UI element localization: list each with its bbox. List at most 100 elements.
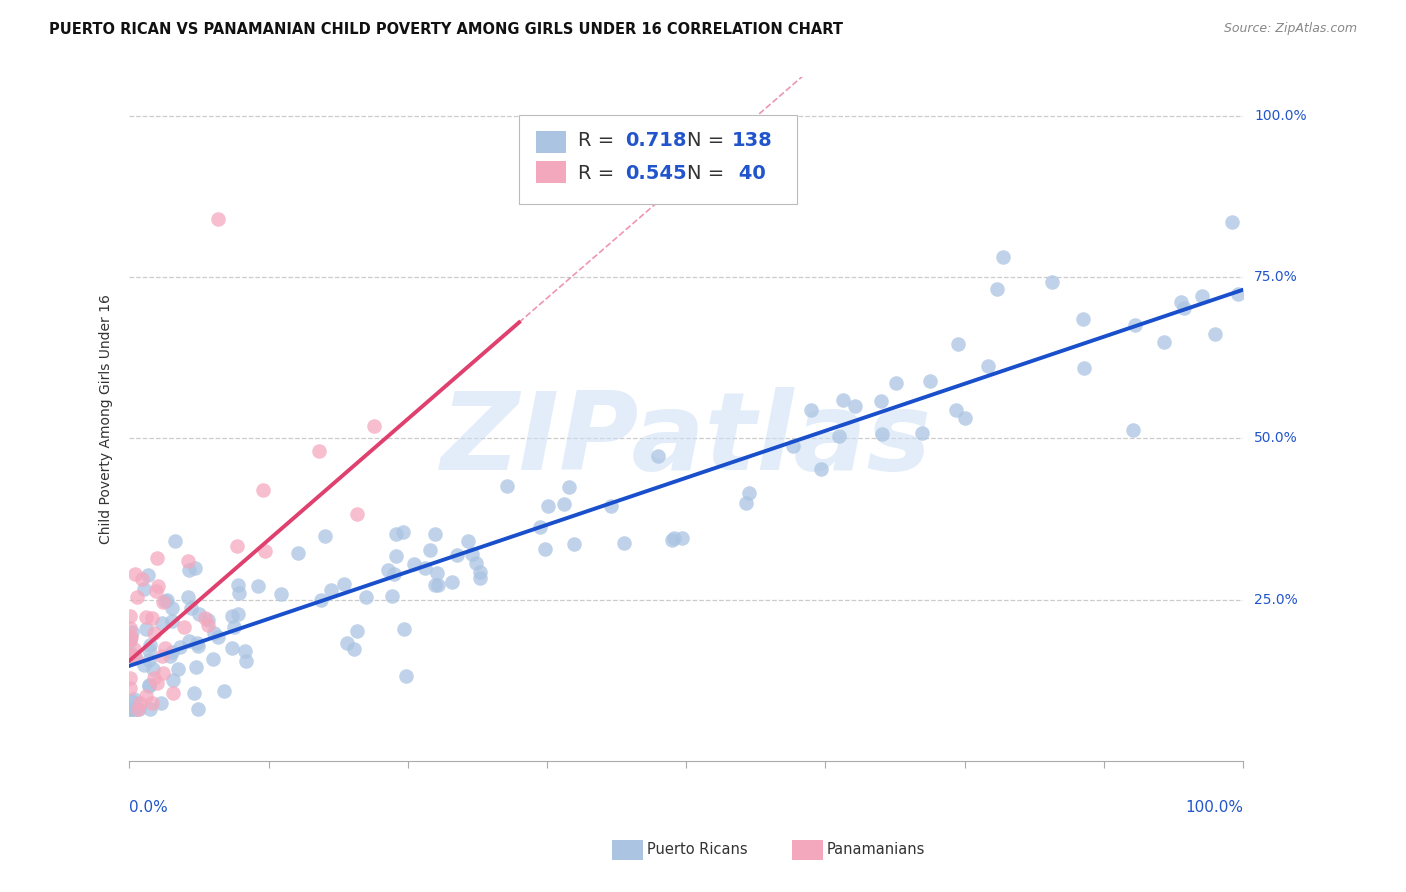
Point <box>613 536 636 550</box>
Text: 138: 138 <box>731 131 772 151</box>
Point <box>162 614 184 628</box>
Point <box>197 613 219 627</box>
Point <box>247 579 270 593</box>
Point <box>446 548 468 562</box>
Point <box>121 702 143 716</box>
Point <box>122 692 145 706</box>
Point <box>553 497 575 511</box>
Point <box>664 531 686 545</box>
Point <box>138 679 160 693</box>
Point <box>120 632 142 646</box>
Point <box>346 507 368 521</box>
Point <box>534 541 557 556</box>
Text: 0.718: 0.718 <box>624 131 686 151</box>
Point <box>402 557 425 571</box>
Point <box>153 640 176 655</box>
Point <box>124 566 146 581</box>
Point <box>1204 326 1226 341</box>
Point <box>125 702 148 716</box>
Point <box>226 540 249 554</box>
Point <box>177 553 200 567</box>
Point <box>413 561 436 575</box>
Point <box>135 690 157 704</box>
Point <box>142 662 165 676</box>
Point <box>124 651 146 665</box>
Point <box>233 644 256 658</box>
Text: 0.545: 0.545 <box>624 163 686 183</box>
Text: Panamanians: Panamanians <box>827 842 925 856</box>
Text: ZIPatlas: ZIPatlas <box>440 386 932 492</box>
Point <box>354 590 377 604</box>
Point <box>180 600 202 615</box>
Text: Source: ZipAtlas.com: Source: ZipAtlas.com <box>1223 22 1357 36</box>
Text: 25.0%: 25.0% <box>1254 592 1298 607</box>
Point <box>1153 335 1175 350</box>
Point <box>460 547 482 561</box>
Point <box>129 696 152 710</box>
Point <box>120 648 142 662</box>
Point <box>441 575 464 590</box>
Point <box>125 590 148 604</box>
Point <box>735 496 758 510</box>
Point <box>142 671 165 685</box>
Point <box>177 634 200 648</box>
Point <box>1170 295 1192 310</box>
Point <box>120 608 142 623</box>
Point <box>121 694 143 708</box>
Point <box>346 624 368 638</box>
Text: Puerto Ricans: Puerto Ricans <box>647 842 748 856</box>
Point <box>120 634 142 648</box>
Text: 100.0%: 100.0% <box>1185 799 1243 814</box>
Point <box>392 524 415 539</box>
Text: 100.0%: 100.0% <box>1254 109 1306 123</box>
Point <box>169 640 191 654</box>
Point <box>254 544 277 558</box>
Point <box>426 578 449 592</box>
Point <box>1073 361 1095 376</box>
Point <box>120 702 142 716</box>
Point <box>986 282 1008 296</box>
Point <box>121 702 143 716</box>
Point <box>558 480 581 494</box>
Point <box>120 647 142 661</box>
Point <box>146 551 169 566</box>
Point <box>1122 423 1144 437</box>
Point <box>661 533 683 547</box>
Point <box>122 641 145 656</box>
Point <box>1173 301 1195 315</box>
Point <box>287 546 309 560</box>
Text: 75.0%: 75.0% <box>1254 270 1298 285</box>
Point <box>152 666 174 681</box>
Point <box>132 657 155 672</box>
Text: 50.0%: 50.0% <box>1254 432 1298 445</box>
Point <box>945 402 967 417</box>
Point <box>529 520 551 534</box>
Point <box>134 582 156 596</box>
Point <box>464 557 486 571</box>
Point <box>870 427 893 442</box>
Point <box>131 572 153 586</box>
Point <box>159 648 181 663</box>
Point <box>150 648 173 663</box>
Point <box>385 526 408 541</box>
Point <box>163 533 186 548</box>
Point <box>844 400 866 414</box>
Point <box>869 394 891 409</box>
Point <box>197 618 219 632</box>
Point <box>143 626 166 640</box>
Point <box>173 620 195 634</box>
Point <box>145 583 167 598</box>
FancyBboxPatch shape <box>536 161 565 184</box>
Point <box>186 635 208 649</box>
Point <box>228 585 250 599</box>
Point <box>135 610 157 624</box>
Point <box>141 611 163 625</box>
Point <box>160 601 183 615</box>
Point <box>138 643 160 657</box>
Point <box>221 609 243 624</box>
Point <box>309 593 332 607</box>
FancyBboxPatch shape <box>519 115 797 204</box>
Point <box>600 500 623 514</box>
Point <box>252 483 274 497</box>
Point <box>470 571 492 585</box>
